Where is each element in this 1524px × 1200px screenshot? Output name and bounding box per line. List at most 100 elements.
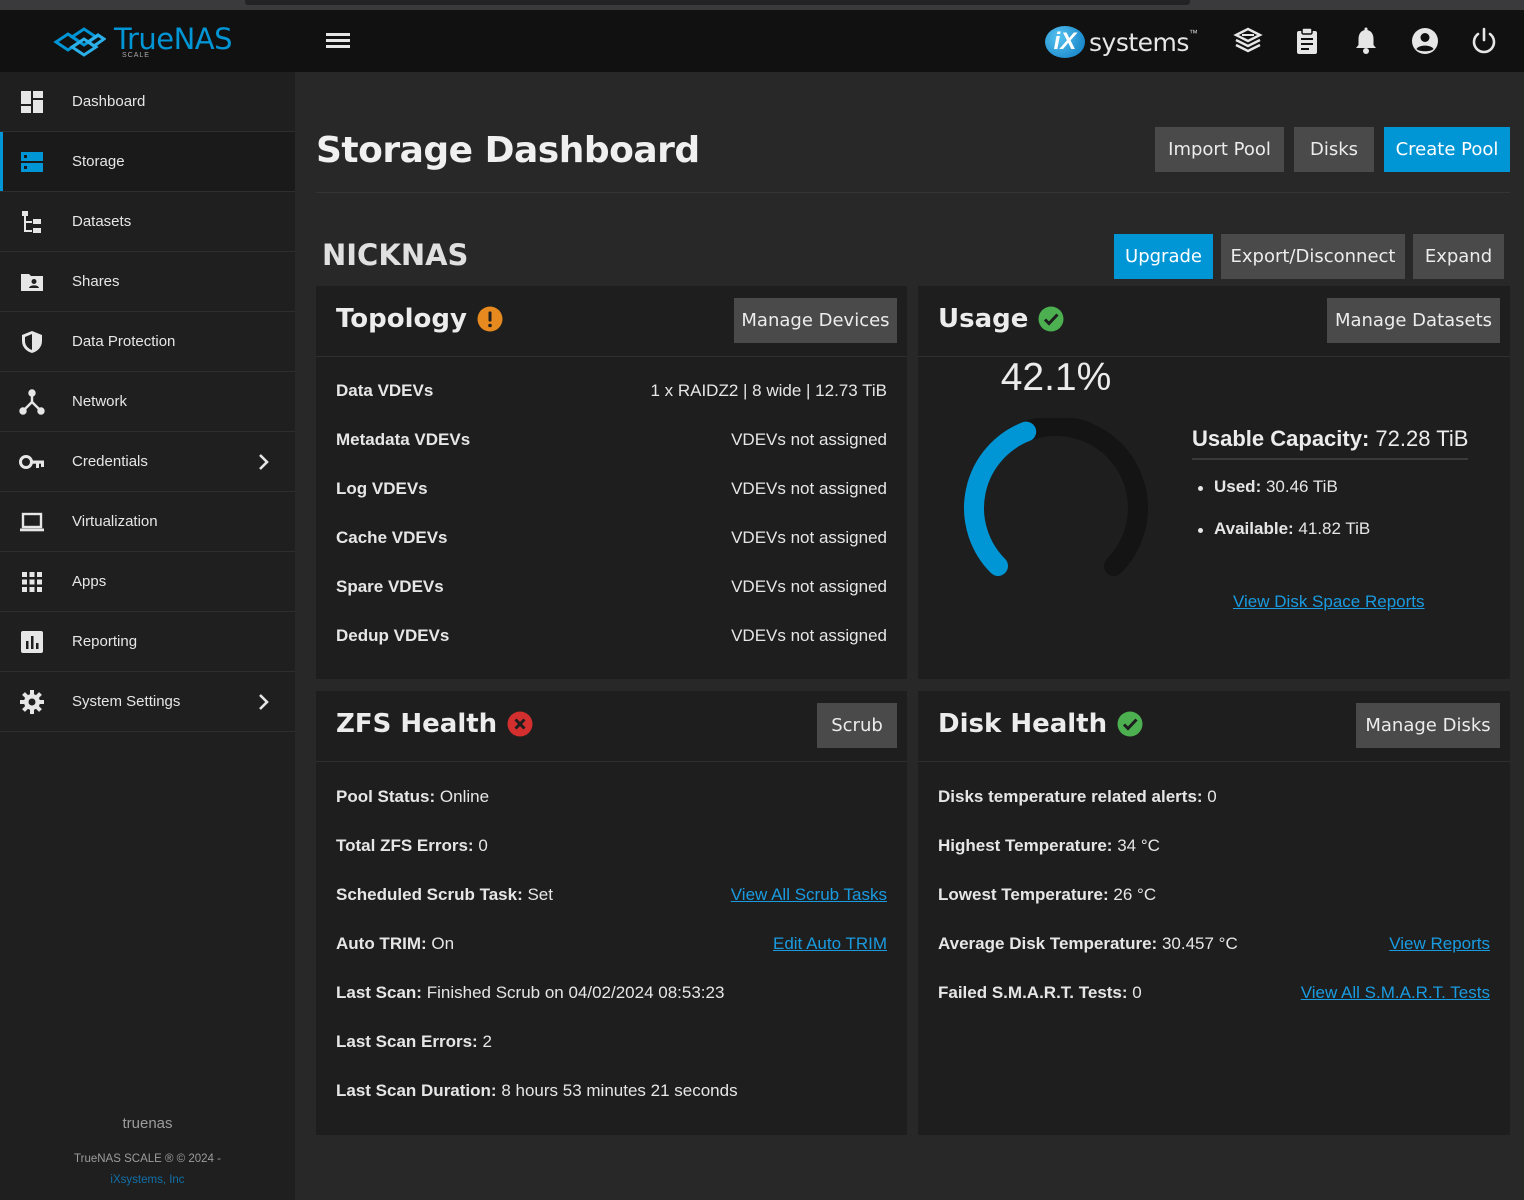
row-label: Highest Temperature: <box>938 836 1113 855</box>
sidebar-item-label: Data Protection <box>72 333 176 350</box>
topology-row: Log VDEVs <box>336 479 428 499</box>
row-value: 0 <box>478 836 488 855</box>
last-scan-duration-row: Last Scan Duration: 8 hours 53 minutes 2… <box>336 1081 738 1101</box>
manage-disks-button[interactable]: Manage Disks <box>1356 703 1500 748</box>
sidebar-item-label: Virtualization <box>72 513 158 530</box>
row-label: Cache VDEVs <box>336 528 448 547</box>
row-value: 34 °C <box>1117 836 1160 855</box>
shield-icon <box>18 328 46 356</box>
ixsystems-logo-text: systems <box>1089 27 1189 57</box>
upgrade-button[interactable]: Upgrade <box>1114 234 1213 279</box>
expand-button[interactable]: Expand <box>1413 234 1504 279</box>
sidebar-item-dashboard[interactable]: Dashboard <box>0 72 295 132</box>
sidebar-item-datasets[interactable]: Datasets <box>0 192 295 252</box>
account-icon[interactable] <box>1405 24 1445 58</box>
apps-grid-icon <box>18 568 46 596</box>
sidebar-item-storage[interactable]: Storage <box>0 132 295 192</box>
sidebar: Dashboard Storage Datasets Shares Data P… <box>0 72 295 1200</box>
pool-name: NICKNAS <box>322 238 469 272</box>
disk-health-card: Disk Health Manage Disks Disks temperatu… <box>918 691 1510 1135</box>
sidebar-item-data-protection[interactable]: Data Protection <box>0 312 295 372</box>
sidebar-item-label: Storage <box>72 153 125 170</box>
row-value: Online <box>439 787 490 806</box>
sidebar-item-apps[interactable]: Apps <box>0 552 295 612</box>
row-value: 30.457 °C <box>1161 934 1238 953</box>
row-label: Last Scan: <box>336 983 422 1002</box>
logo-subtitle: SCALE <box>122 52 150 59</box>
sidebar-item-credentials[interactable]: Credentials <box>0 432 295 492</box>
sidebar-item-virtualization[interactable]: Virtualization <box>0 492 295 552</box>
topbar: TrueNAS SCALE iX systems ™ <box>0 10 1524 72</box>
copyright-text: TrueNAS SCALE ® © 2024 - <box>74 1153 221 1165</box>
view-disk-space-reports-link[interactable]: View Disk Space Reports <box>1233 592 1425 611</box>
row-value: VDEVs not assigned <box>731 430 887 449</box>
title-divider <box>316 192 1510 193</box>
topology-row: Cache VDEVs <box>336 528 448 548</box>
sidebar-item-reporting[interactable]: Reporting <box>0 612 295 672</box>
network-icon <box>18 388 46 416</box>
available-label: Available: <box>1214 519 1294 538</box>
create-pool-button[interactable]: Create Pool <box>1384 127 1510 172</box>
manage-datasets-button[interactable]: Manage Datasets <box>1327 298 1500 343</box>
export-disconnect-button[interactable]: Export/Disconnect <box>1221 234 1405 279</box>
error-icon <box>507 711 533 737</box>
chevron-right-icon <box>259 694 269 710</box>
warning-icon <box>477 306 503 332</box>
manage-devices-button[interactable]: Manage Devices <box>734 298 897 343</box>
card-header: ZFS Health Scrub <box>316 691 907 762</box>
temp-alerts-row: Disks temperature related alerts: 0 <box>938 787 1217 807</box>
sidebar-item-label: Datasets <box>72 213 132 230</box>
row-value: 1 x RAIDZ2 | 8 wide | 12.73 TiB <box>650 381 887 400</box>
row-label: Dedup VDEVs <box>336 626 450 645</box>
ixsystems-logo-mark: iX <box>1045 26 1085 58</box>
datasets-icon <box>18 208 46 236</box>
check-circle-icon <box>1038 306 1064 332</box>
storage-icon <box>18 148 46 176</box>
disks-button[interactable]: Disks <box>1294 127 1374 172</box>
view-all-scrub-tasks-link[interactable]: View All Scrub Tasks <box>730 885 887 904</box>
edit-auto-trim-link[interactable]: Edit Auto TRIM <box>772 934 887 953</box>
clipboard-icon[interactable] <box>1287 24 1327 58</box>
failed-smart-row: Failed S.M.A.R.T. Tests: 0 <box>938 983 1142 1003</box>
topology-row: Spare VDEVs <box>336 577 444 597</box>
truenas-logo[interactable]: TrueNAS SCALE <box>52 22 252 62</box>
row-value: Set <box>527 885 553 904</box>
last-scan-row: Last Scan: Finished Scrub on 04/02/2024 … <box>336 983 724 1003</box>
browser-chrome-strip <box>0 0 1524 10</box>
used-value: 30.46 TiB <box>1265 477 1338 496</box>
usable-capacity: Usable Capacity: 72.28 TiB <box>1192 426 1468 452</box>
sidebar-item-label: System Settings <box>72 693 181 710</box>
hamburger-icon-line <box>326 45 350 48</box>
truecommand-icon[interactable] <box>1228 24 1268 58</box>
row-label: Disks temperature related alerts: <box>938 787 1203 806</box>
menu-toggle-button[interactable] <box>326 30 356 54</box>
sidebar-item-shares[interactable]: Shares <box>0 252 295 312</box>
bell-icon[interactable] <box>1346 24 1386 58</box>
topology-title: Topology <box>336 304 467 334</box>
row-label: Metadata VDEVs <box>336 430 471 449</box>
last-scan-errors-row: Last Scan Errors: 2 <box>336 1032 492 1052</box>
chevron-right-icon <box>259 454 269 470</box>
sidebar-item-network[interactable]: Network <box>0 372 295 432</box>
row-label: Log VDEVs <box>336 479 428 498</box>
row-value: 0 <box>1207 787 1217 806</box>
row-label: Lowest Temperature: <box>938 885 1109 904</box>
view-reports-link[interactable]: View Reports <box>1389 934 1490 953</box>
import-pool-button[interactable]: Import Pool <box>1155 127 1284 172</box>
row-label: Last Scan Duration: <box>336 1081 497 1100</box>
row-label: Failed S.M.A.R.T. Tests: <box>938 983 1128 1002</box>
gauge-fill-arc <box>964 421 1037 576</box>
sidebar-item-system-settings[interactable]: System Settings <box>0 672 295 732</box>
row-label: Auto TRIM: <box>336 934 427 953</box>
scrub-task-row: Scheduled Scrub Task: Set <box>336 885 553 905</box>
highest-temp-row: Highest Temperature: 34 °C <box>938 836 1160 856</box>
logo-text: TrueNAS <box>114 21 233 56</box>
ixsystems-logo[interactable]: iX systems ™ <box>1045 24 1198 60</box>
power-icon[interactable] <box>1464 24 1504 58</box>
view-all-smart-tests-link[interactable]: View All S.M.A.R.T. Tests <box>1300 983 1490 1002</box>
scrub-button[interactable]: Scrub <box>817 703 897 748</box>
company-link[interactable]: iXsystems, Inc <box>110 1174 185 1186</box>
card-title: Disk Health <box>938 709 1143 739</box>
disk-health-title: Disk Health <box>938 709 1108 739</box>
lowest-temp-row: Lowest Temperature: 26 °C <box>938 885 1156 905</box>
